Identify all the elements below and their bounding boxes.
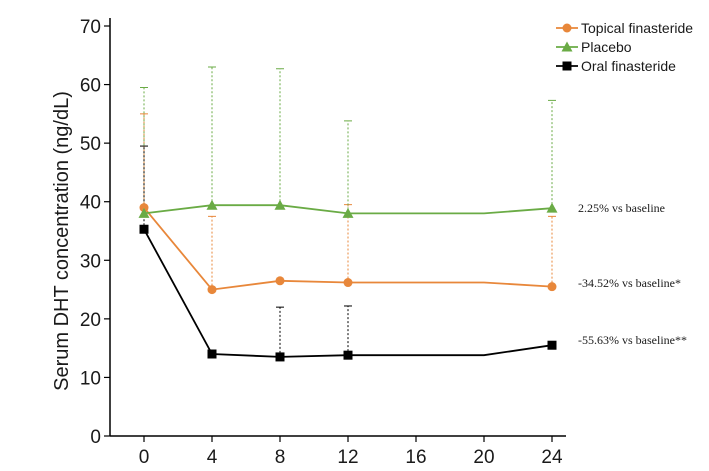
y-tick-label: 10 (80, 368, 101, 389)
annotations: -34.52% vs baseline* 2.25% vs baseline -55… (578, 201, 687, 347)
x-tick-label: 4 (207, 447, 218, 468)
series-lines (143, 204, 553, 358)
axes: 0 10 20 30 40 50 60 70 0 4 8 12 16 20 24 Serum DHT conc… (51, 17, 566, 468)
x-tick-label: 0 (139, 447, 150, 468)
series-annotation: 2.25% vs baseline (578, 201, 665, 215)
data-point-square (343, 350, 353, 360)
y-tick-label: 50 (80, 134, 101, 155)
data-point-square (139, 224, 149, 234)
legend-label: Topical finasteride (581, 20, 693, 36)
x-tick-label: 24 (541, 447, 563, 468)
data-point-triangle (342, 207, 354, 218)
data-point-square (547, 340, 557, 350)
data-point-triangle (206, 199, 218, 210)
data-point-square (207, 349, 217, 359)
series-annotation: -55.63% vs baseline** (578, 333, 687, 347)
x-tick-label: 8 (275, 447, 286, 468)
data-point-triangle (561, 41, 573, 52)
y-tick-label: 60 (80, 76, 101, 97)
data-point-circle (547, 282, 557, 292)
data-point-circle (139, 203, 149, 213)
series-line (143, 207, 553, 291)
data-point-circle (343, 278, 353, 288)
data-point-circle (207, 285, 217, 295)
error-bars (140, 66, 556, 357)
series-markers (138, 199, 558, 362)
legend-label: Oral finasteride (581, 58, 676, 74)
y-tick-label: 70 (80, 17, 101, 38)
series-line (143, 228, 553, 358)
x-tick-label: 20 (473, 447, 494, 468)
legend: Topical finasteride Placebo Oral finasteri… (556, 20, 693, 74)
series-line (143, 204, 553, 215)
data-point-triangle (546, 202, 558, 213)
series-annotation: -34.52% vs baseline* (578, 276, 681, 290)
data-point-triangle (274, 199, 286, 210)
x-tick-label: 16 (405, 447, 426, 468)
y-tick-label: 20 (80, 310, 101, 331)
legend-label: Placebo (581, 39, 632, 55)
data-point-square (562, 61, 572, 71)
x-tick-label: 12 (337, 447, 358, 468)
data-point-square (275, 352, 285, 362)
data-point-circle (562, 23, 572, 33)
data-point-triangle (138, 207, 150, 218)
data-point-circle (275, 276, 285, 286)
y-tick-label: 30 (80, 251, 101, 272)
y-axis-label: Serum DHT concentration (ng/dL) (51, 91, 73, 391)
y-tick-label: 0 (90, 427, 101, 448)
y-tick-label: 40 (80, 193, 101, 214)
